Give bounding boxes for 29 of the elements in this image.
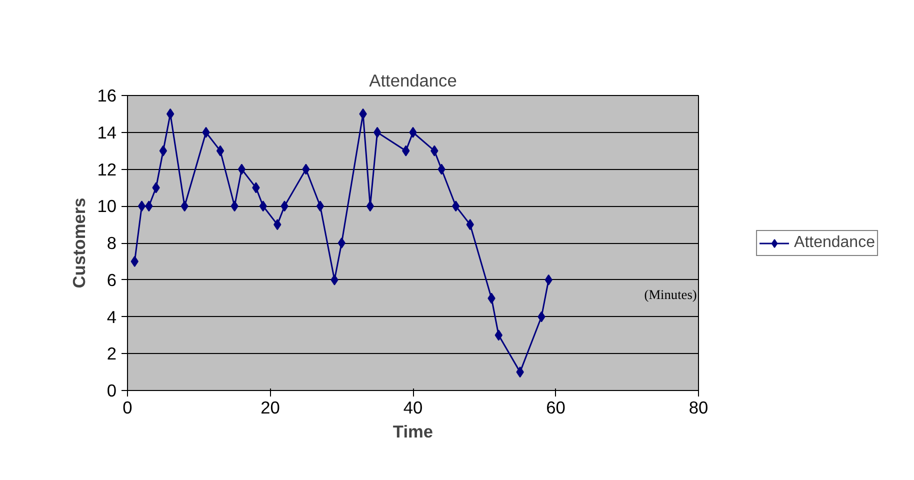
x-tick-label: 80: [688, 398, 708, 418]
x-tick-label: 20: [260, 398, 280, 418]
point: [452, 200, 460, 212]
y-tick-label: 10: [97, 196, 117, 216]
y-tick-label: 12: [97, 159, 117, 180]
point: [216, 145, 224, 156]
y-axis-title: Customers: [69, 198, 90, 288]
y-tick-label: 2: [106, 344, 117, 364]
x-tick-label: 40: [403, 398, 423, 418]
x-tick-label: 60: [546, 398, 566, 418]
point: [138, 200, 146, 212]
point: [166, 108, 174, 120]
y-tick-label: 8: [106, 233, 117, 253]
y-tick-label: 16: [97, 86, 117, 106]
legend-label: Attendance: [794, 234, 875, 252]
annotation: (Minutes): [644, 287, 697, 302]
point: [338, 238, 346, 248]
point: [366, 200, 374, 212]
x-tick-label: 0: [122, 398, 132, 418]
point: [159, 145, 168, 156]
point: [316, 200, 324, 212]
x-axis-title: Time: [392, 422, 434, 442]
chart-title: Attendance: [369, 70, 457, 90]
point: [373, 126, 382, 138]
y-tick-label: 14: [97, 122, 117, 142]
point: [238, 164, 246, 175]
y-tick-label: 6: [106, 270, 117, 290]
y-tick-label: 4: [106, 306, 117, 327]
y-tick-label: 0: [106, 380, 117, 400]
